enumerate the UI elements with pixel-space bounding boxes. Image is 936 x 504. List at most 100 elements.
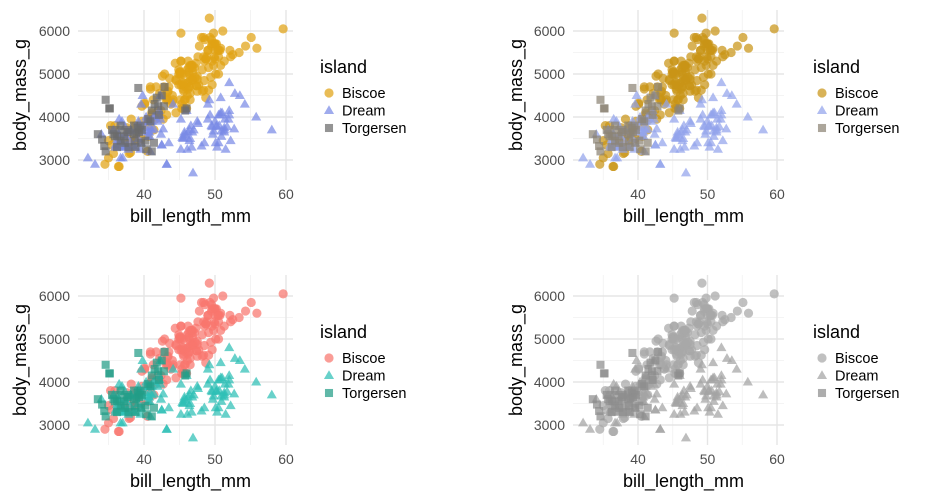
- data-point-dream: [680, 432, 692, 442]
- data-point-dream: [716, 77, 727, 87]
- data-point-torgersen: [638, 380, 647, 389]
- data-point-dream: [234, 355, 245, 364]
- data-point-dream: [680, 126, 691, 136]
- data-point-torgersen: [653, 367, 662, 376]
- data-point-biscoe: [157, 71, 168, 81]
- data-point-dream: [211, 121, 222, 131]
- y-tick-label: 4000: [39, 109, 70, 125]
- data-point-dream: [204, 374, 216, 384]
- data-point-biscoe: [208, 28, 219, 38]
- data-point-biscoe: [708, 43, 718, 53]
- data-point-torgersen: [604, 130, 613, 139]
- data-point-dream: [266, 389, 277, 399]
- data-point-torgersen: [152, 358, 161, 367]
- data-point-torgersen: [624, 401, 633, 410]
- data-point-dream: [215, 92, 226, 102]
- legend-label: Dream: [835, 369, 879, 385]
- data-point-dream: [708, 357, 719, 367]
- data-point-torgersen: [157, 356, 166, 365]
- data-point-torgersen: [592, 400, 602, 409]
- data-point-torgersen: [124, 143, 133, 152]
- data-point-dream: [657, 402, 668, 412]
- data-points: [578, 278, 779, 442]
- data-point-biscoe: [743, 308, 754, 318]
- data-point-dream: [266, 124, 277, 134]
- data-point-dream: [115, 417, 126, 427]
- data-point-biscoe: [208, 293, 219, 303]
- data-point-biscoe: [669, 28, 679, 38]
- data-point-dream: [669, 144, 680, 153]
- data-point-torgersen: [630, 386, 639, 395]
- data-point-torgersen: [611, 136, 620, 145]
- x-axis-title: bill_length_mm: [130, 206, 251, 227]
- data-point-torgersen: [101, 95, 110, 104]
- data-point-torgersen: [147, 412, 156, 421]
- data-point-biscoe: [738, 32, 748, 43]
- data-point-biscoe: [697, 278, 707, 288]
- data-point-torgersen: [674, 106, 683, 115]
- data-point-dream: [631, 355, 642, 364]
- legend-label: Biscoe: [342, 351, 386, 367]
- data-point-biscoe: [661, 355, 671, 366]
- data-point-torgersen: [595, 142, 604, 151]
- data-point-dream: [192, 383, 204, 392]
- x-tick-label: 50: [700, 451, 716, 467]
- data-point-torgersen: [149, 403, 158, 412]
- data-point-dream: [225, 400, 236, 410]
- data-point-torgersen: [147, 147, 156, 156]
- legend-item-biscoe: Biscoe: [324, 86, 386, 102]
- data-point-dream: [661, 98, 672, 108]
- data-point-dream: [649, 393, 660, 403]
- data-point-torgersen: [596, 412, 605, 421]
- data-point-torgersen: [93, 130, 102, 139]
- data-point-torgersen: [101, 412, 110, 421]
- data-point-torgersen: [611, 401, 620, 410]
- data-point-dream: [89, 159, 101, 168]
- y-axis-title: body_mass_g: [10, 304, 31, 416]
- data-point-torgersen: [131, 143, 140, 152]
- data-point-biscoe: [691, 85, 701, 95]
- data-point-torgersen: [93, 395, 102, 404]
- data-point-biscoe: [669, 56, 679, 66]
- legend-label: Biscoe: [342, 86, 386, 102]
- plot-panel-bottom-left: 40 50 60 3000 4000 5000 6000 bill_length_mm body…: [10, 275, 406, 492]
- data-point-torgersen: [618, 143, 627, 152]
- data-point-biscoe: [103, 153, 114, 163]
- legend-key-square-icon: [817, 388, 827, 398]
- data-point-dream: [163, 402, 174, 412]
- legend-item-biscoe: Biscoe: [324, 351, 386, 367]
- data-point-dream: [716, 342, 727, 352]
- data-point-biscoe: [684, 81, 695, 91]
- data-point-dream: [708, 131, 719, 140]
- data-point-dream: [136, 98, 147, 108]
- data-point-torgersen: [159, 102, 168, 111]
- data-point-torgersen: [641, 371, 650, 380]
- data-point-biscoe: [213, 69, 224, 79]
- data-point-biscoe: [178, 343, 188, 353]
- legend-label: Dream: [342, 369, 386, 385]
- data-point-torgersen: [625, 408, 634, 417]
- data-point-torgersen: [596, 147, 605, 156]
- data-point-dream: [155, 128, 167, 138]
- data-point-dream: [630, 98, 641, 108]
- data-point-torgersen: [108, 125, 117, 134]
- data-point-torgersen: [130, 395, 139, 404]
- data-point-biscoe: [278, 289, 288, 299]
- data-point-biscoe: [194, 306, 204, 316]
- x-axis-title: bill_length_mm: [623, 206, 744, 227]
- data-point-dream: [697, 109, 708, 119]
- data-point-biscoe: [708, 325, 718, 335]
- data-point-biscoe: [726, 312, 736, 323]
- data-point-dream: [672, 126, 683, 136]
- data-point-torgersen: [600, 104, 609, 113]
- data-point-torgersen: [130, 130, 139, 139]
- data-point-dream: [679, 141, 690, 151]
- data-point-dream: [671, 397, 682, 406]
- data-point-torgersen: [160, 347, 169, 356]
- data-point-torgersen: [116, 386, 125, 395]
- data-point-biscoe: [732, 306, 742, 316]
- data-point-torgersen: [131, 408, 140, 417]
- data-point-torgersen: [617, 128, 627, 137]
- data-point-biscoe: [196, 297, 207, 308]
